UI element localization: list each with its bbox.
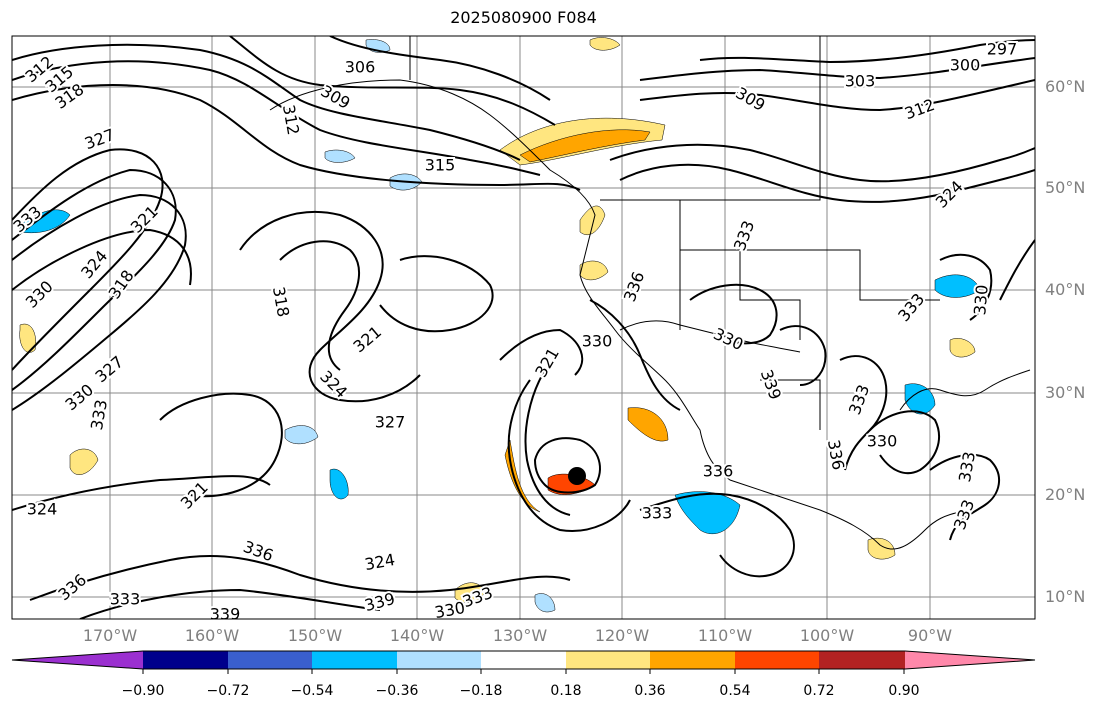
lon-label-170w: 170°W xyxy=(82,626,138,645)
contour-label: 300 xyxy=(950,56,981,75)
lat-label-20n: 20°N xyxy=(1045,485,1086,504)
coastlines xyxy=(269,36,1031,550)
colorbar-tick-label: 0.54 xyxy=(719,683,751,699)
colorbar-segment xyxy=(650,651,735,669)
lon-label-120w: 120°W xyxy=(594,626,650,645)
contour-label: 330 xyxy=(582,332,613,351)
storm-center-marker xyxy=(568,467,586,485)
lat-label-10n: 10°N xyxy=(1045,587,1086,606)
map-background xyxy=(12,36,1035,619)
lon-label-160w: 160°W xyxy=(184,626,240,645)
contour-label: 330 xyxy=(867,432,898,451)
contour-label: 324 xyxy=(27,500,58,519)
contour-lines xyxy=(12,36,1035,619)
lat-label-40n: 40°N xyxy=(1045,280,1086,299)
map-title: 2025080900 F084 xyxy=(450,8,597,27)
contour-label: 333 xyxy=(110,590,141,609)
lat-label-50n: 50°N xyxy=(1045,178,1086,197)
contour-label: 336 xyxy=(703,462,734,481)
colorbar-tick-label: −0.54 xyxy=(290,683,334,699)
lon-label-110w: 110°W xyxy=(697,626,753,645)
contour-label: 306 xyxy=(345,58,376,77)
colorbar-tick-label: 0.90 xyxy=(888,683,920,699)
colorbar-tick-label: 0.72 xyxy=(803,683,835,699)
colorbar-segment xyxy=(312,651,397,669)
lon-label-140w: 140°W xyxy=(389,626,445,645)
lon-label-130w: 130°W xyxy=(492,626,548,645)
contour-label: 327 xyxy=(375,413,406,432)
colorbar-tick-label: 0.18 xyxy=(550,683,582,699)
colorbar-extend-max xyxy=(905,651,1035,669)
colorbar-tick-label: −0.90 xyxy=(121,683,165,699)
map-frame xyxy=(11,35,1036,620)
graticule xyxy=(12,36,1035,619)
lat-label-30n: 30°N xyxy=(1045,383,1086,402)
contour-label: 333 xyxy=(642,504,673,523)
colorbar xyxy=(11,650,1036,674)
colorbar-segment xyxy=(819,651,905,669)
lat-label-60n: 60°N xyxy=(1045,77,1086,96)
colorbar-segment xyxy=(735,651,819,669)
colorbar-segment xyxy=(228,651,312,669)
colorbar-segment xyxy=(566,651,650,669)
colorbar-segment xyxy=(397,651,481,669)
lon-label-100w: 100°W xyxy=(799,626,855,645)
contour-label: 339 xyxy=(210,605,241,624)
lon-label-150w: 150°W xyxy=(287,626,343,645)
contour-label: 303 xyxy=(845,72,876,91)
contour-label: 315 xyxy=(425,156,456,175)
lon-label-90w: 90°W xyxy=(907,626,953,645)
contour-label: 330 xyxy=(970,284,992,316)
contour-label: 297 xyxy=(987,40,1018,59)
colorbar-tick-label: −0.18 xyxy=(459,683,503,699)
colorbar-extend-min xyxy=(12,651,143,669)
colorbar-segment xyxy=(481,651,566,669)
colorbar-tick-label: 0.36 xyxy=(634,683,666,699)
colorbar-segment xyxy=(143,651,228,669)
contour-label: 330 xyxy=(433,598,466,622)
colorbar-tick-label: −0.36 xyxy=(375,683,419,699)
contour-label: 324 xyxy=(363,550,396,574)
colorbar-tick-label: −0.72 xyxy=(206,683,250,699)
